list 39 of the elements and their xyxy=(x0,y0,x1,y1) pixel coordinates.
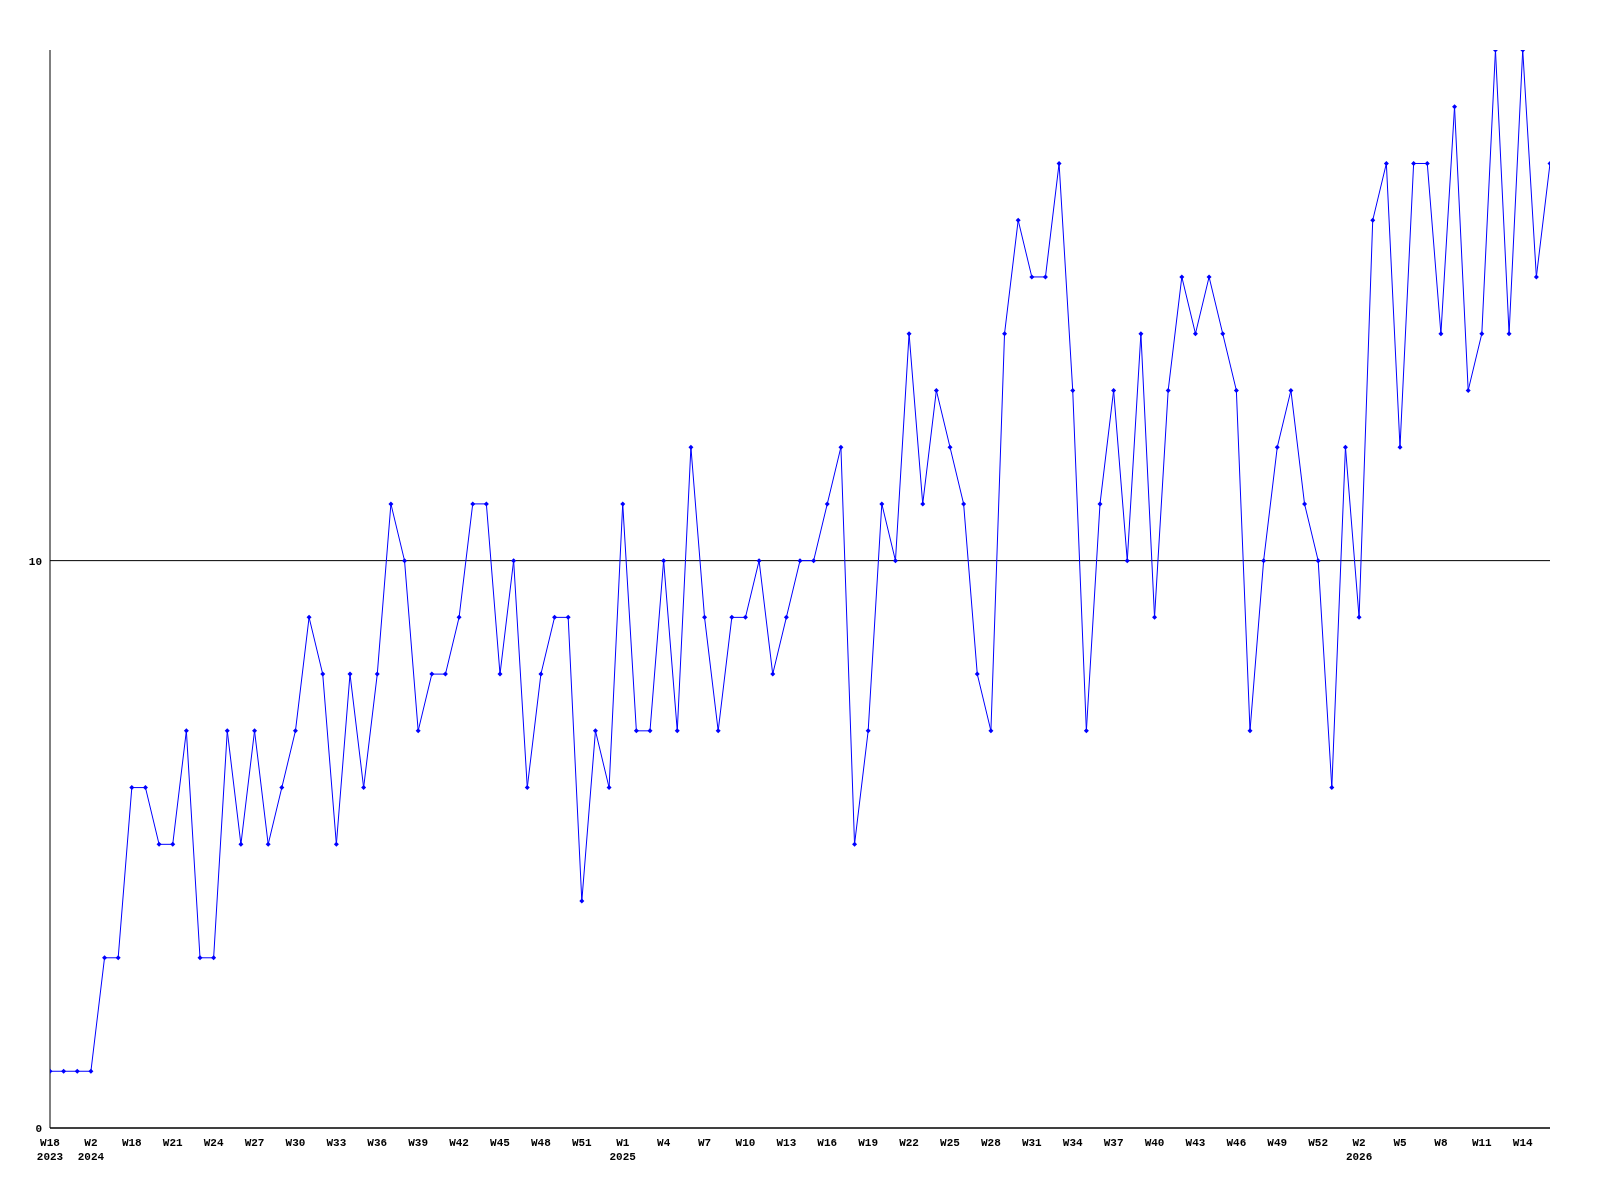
x-tick-label: W48 xyxy=(531,1137,552,1149)
x-tick-label: W45 xyxy=(490,1137,511,1149)
x-tick-label: W19 xyxy=(858,1137,879,1149)
x-tick-label: W7 xyxy=(697,1137,712,1149)
x-tick-label: W39 xyxy=(408,1137,429,1149)
x-tick-label: W46 xyxy=(1226,1137,1247,1149)
x-tick-label: W2 2026 xyxy=(1345,1137,1373,1163)
x-tick-label: W27 xyxy=(244,1137,265,1149)
x-tick-label: W8 xyxy=(1434,1137,1448,1149)
x-tick-label: W52 xyxy=(1308,1137,1329,1149)
x-tick-label: W25 xyxy=(940,1137,961,1149)
x-tick-label: W4 xyxy=(657,1137,671,1149)
x-tick-label: W34 xyxy=(1062,1137,1084,1149)
x-tick-label: W14 xyxy=(1512,1137,1534,1149)
x-tick-label: W40 xyxy=(1144,1137,1165,1149)
y-tick-label: 0 xyxy=(35,1122,42,1135)
x-tick-label: W31 xyxy=(1021,1137,1043,1149)
x-tick-label: W36 xyxy=(367,1137,388,1149)
x-tick-label: W16 xyxy=(817,1137,838,1149)
x-tick-label: W28 xyxy=(981,1137,1002,1149)
x-tick-label: W5 xyxy=(1393,1137,1407,1149)
x-tick-label: W43 xyxy=(1185,1137,1206,1149)
x-tick-label: W10 xyxy=(735,1137,756,1149)
x-tick-label: W1 2025 xyxy=(609,1137,637,1163)
x-tick-label: W2 2024 xyxy=(77,1137,105,1163)
x-tick-label: W33 xyxy=(326,1137,347,1149)
x-tick-label: W18 2023 xyxy=(36,1137,64,1163)
x-tick-label: W21 xyxy=(162,1137,184,1149)
x-tick-label: W37 xyxy=(1103,1137,1124,1149)
x-tick-label: W22 xyxy=(899,1137,919,1149)
x-tick-label: W30 xyxy=(285,1137,306,1149)
x-tick-label: W42 xyxy=(449,1137,469,1149)
x-tick-label: W11 xyxy=(1471,1137,1493,1149)
x-tick-label: W13 xyxy=(776,1137,797,1149)
y-tick-label: 10 xyxy=(28,555,42,568)
x-tick-label: W24 xyxy=(203,1137,224,1149)
x-tick-label: W18 xyxy=(121,1137,143,1149)
x-tick-label: W49 xyxy=(1267,1137,1288,1149)
x-tick-label: W51 xyxy=(571,1137,593,1149)
